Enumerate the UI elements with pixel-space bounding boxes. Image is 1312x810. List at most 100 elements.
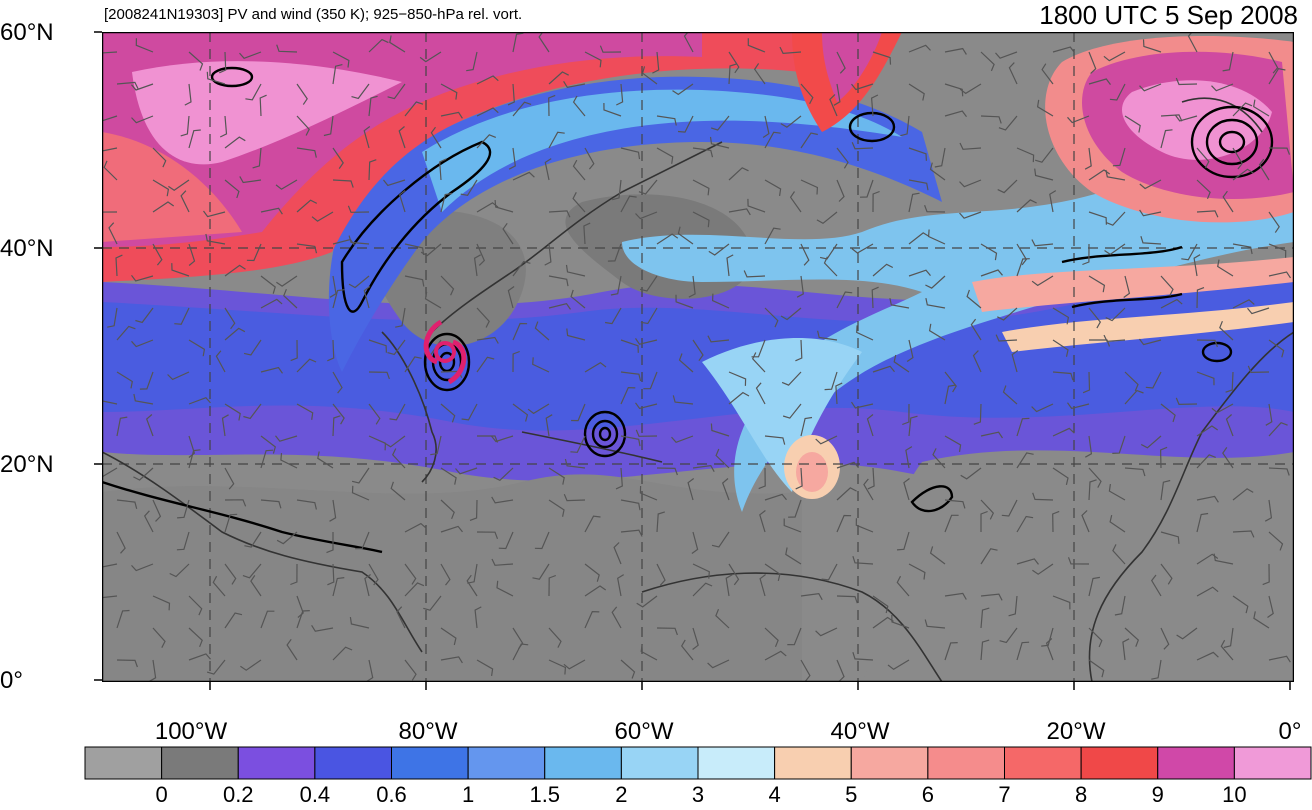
wind-barb [102, 51, 118, 54]
wind-barb [512, 322, 528, 341]
wind-barb [710, 115, 730, 131]
wind-barb [620, 339, 639, 353]
colorbar-label: 8 [1075, 782, 1088, 807]
wind-barb [491, 496, 514, 504]
wind-barb [980, 639, 990, 661]
wind-barb [795, 339, 803, 362]
wind-barb [508, 147, 516, 170]
wind-barb [1247, 307, 1270, 315]
wind-barb [390, 481, 406, 501]
wind-barb [1016, 417, 1030, 437]
wind-barb [566, 328, 586, 341]
wind-barb [368, 403, 381, 425]
wind-barb [764, 650, 787, 661]
wind-barb [1196, 147, 1210, 169]
wind-barb [512, 260, 531, 277]
wind-barb [115, 254, 123, 277]
wind-barb [404, 243, 425, 255]
wind-barb [1268, 467, 1290, 476]
wind-barb [728, 63, 737, 85]
wind-barb [747, 198, 766, 213]
wind-barb [399, 190, 406, 213]
wind-barb [1150, 574, 1162, 597]
wind-barb [476, 531, 499, 540]
wind-barb [466, 574, 478, 597]
wind-barb [1232, 530, 1255, 538]
wind-barb [1217, 259, 1234, 277]
wind-barb [889, 297, 910, 309]
wind-barb [1223, 627, 1234, 649]
wind-barb [467, 563, 478, 584]
wind-barb [1088, 211, 1107, 225]
wind-barb [512, 403, 529, 422]
wind-barb [851, 142, 874, 150]
wind-barb [1088, 169, 1111, 181]
wind-barb [1016, 641, 1030, 661]
wind-barb [639, 485, 658, 501]
wind-barb [1268, 531, 1284, 551]
wind-barb [635, 338, 658, 345]
wind-barb [677, 115, 694, 133]
wind-barb [243, 339, 262, 356]
wind-barb [1139, 338, 1162, 346]
wind-barb [1016, 452, 1034, 469]
wind-barb [997, 179, 1018, 194]
wind-barb [440, 275, 455, 296]
wind-barb [420, 243, 442, 257]
wind-barb [188, 627, 203, 648]
wind-barb [544, 158, 552, 181]
wind-barb [1160, 114, 1183, 122]
colorbar-label: 9 [1151, 782, 1164, 807]
wind-barb [692, 582, 713, 597]
wind-barb [1124, 389, 1144, 405]
wind-barb [887, 659, 910, 671]
colorbar-swatch [1004, 746, 1082, 780]
wind-barb [116, 371, 133, 389]
wind-barb [671, 435, 694, 444]
wind-barb [419, 51, 442, 63]
colorbar-swatch [391, 746, 469, 780]
wind-barb [180, 190, 190, 213]
wind-barb [466, 51, 478, 72]
wind-barb [332, 403, 345, 425]
wind-barb [224, 179, 240, 199]
wind-barb [635, 402, 658, 410]
wind-barb [252, 147, 262, 169]
wind-barb [348, 235, 370, 245]
colorbar-label: 5 [845, 782, 858, 807]
wind-barb [548, 467, 565, 485]
wind-barb [275, 435, 298, 442]
wind-barb [959, 179, 982, 188]
wind-barb [494, 199, 514, 213]
wind-barb [872, 263, 894, 277]
wind-barb [276, 44, 298, 53]
wind-barb [782, 403, 802, 419]
colorbar-label: 0 [155, 782, 168, 807]
wind-barb [1008, 595, 1018, 617]
wind-barb [404, 101, 424, 117]
wind-barb [903, 478, 910, 501]
wind-barb [1031, 403, 1054, 413]
wind-barb [708, 243, 730, 256]
wind-barb [1232, 147, 1243, 170]
wind-barb [980, 510, 988, 532]
wind-barb [997, 307, 1018, 321]
wind-barb [1140, 236, 1162, 245]
wind-barb [224, 467, 235, 490]
wind-barb [652, 51, 660, 74]
wind-barb [167, 371, 190, 381]
wind-barb [1105, 307, 1126, 322]
wind-barb [924, 619, 946, 629]
lon-label-100w: 100°W [154, 718, 228, 745]
wind-barb [613, 542, 622, 565]
wind-barb [908, 44, 931, 53]
wind-barb [570, 289, 586, 309]
wind-barb [728, 208, 751, 216]
wind-barb [692, 563, 710, 579]
wind-barb [332, 64, 343, 85]
wind-barb [1268, 211, 1280, 233]
wind-barb [548, 659, 567, 675]
wind-barb [709, 136, 730, 149]
wind-barb [152, 201, 175, 213]
wind-barb [469, 499, 478, 521]
